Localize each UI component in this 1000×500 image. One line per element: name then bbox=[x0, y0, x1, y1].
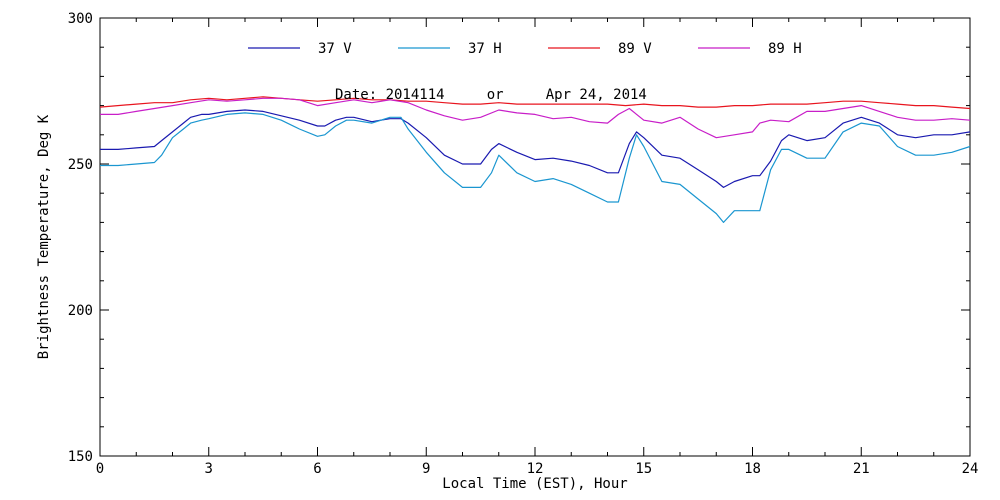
x-tick-label: 21 bbox=[853, 461, 870, 477]
x-tick-label: 15 bbox=[635, 461, 652, 477]
date-annotation: Date: 2014114 or Apr 24, 2014 bbox=[335, 87, 647, 103]
y-tick-label: 150 bbox=[68, 449, 93, 465]
legend-label-3: 89 H bbox=[768, 41, 802, 57]
y-tick-label: 250 bbox=[68, 157, 93, 173]
legend-label-1: 37 H bbox=[468, 41, 502, 57]
x-tick-label: 3 bbox=[205, 461, 213, 477]
x-tick-label: 24 bbox=[962, 461, 979, 477]
series-line-2 bbox=[99, 96, 971, 110]
x-tick-label: 0 bbox=[96, 461, 104, 477]
x-tick-label: 12 bbox=[527, 461, 544, 477]
series-line-0 bbox=[100, 109, 971, 188]
series-layer bbox=[99, 96, 971, 223]
y-tick-label: 300 bbox=[68, 11, 93, 27]
axis-ticks: 0 3 6 9 12 15 18 21 24 150 200 250 300 bbox=[68, 11, 979, 477]
legend-label-0: 37 V bbox=[318, 41, 352, 57]
x-tick-label: 6 bbox=[313, 461, 321, 477]
y-tick-label: 200 bbox=[68, 303, 93, 319]
x-tick-label: 9 bbox=[422, 461, 430, 477]
x-axis-label: Local Time (EST), Hour bbox=[442, 476, 627, 492]
x-tick-label: 18 bbox=[744, 461, 761, 477]
y-axis-label: Brightness Temperature, Deg K bbox=[36, 114, 52, 359]
plot-frame bbox=[99, 17, 971, 457]
series-line-3 bbox=[100, 97, 971, 139]
legend: 37 V 37 H 89 V 89 H bbox=[248, 41, 802, 57]
series-line-1 bbox=[100, 112, 971, 223]
legend-label-2: 89 V bbox=[618, 41, 652, 57]
